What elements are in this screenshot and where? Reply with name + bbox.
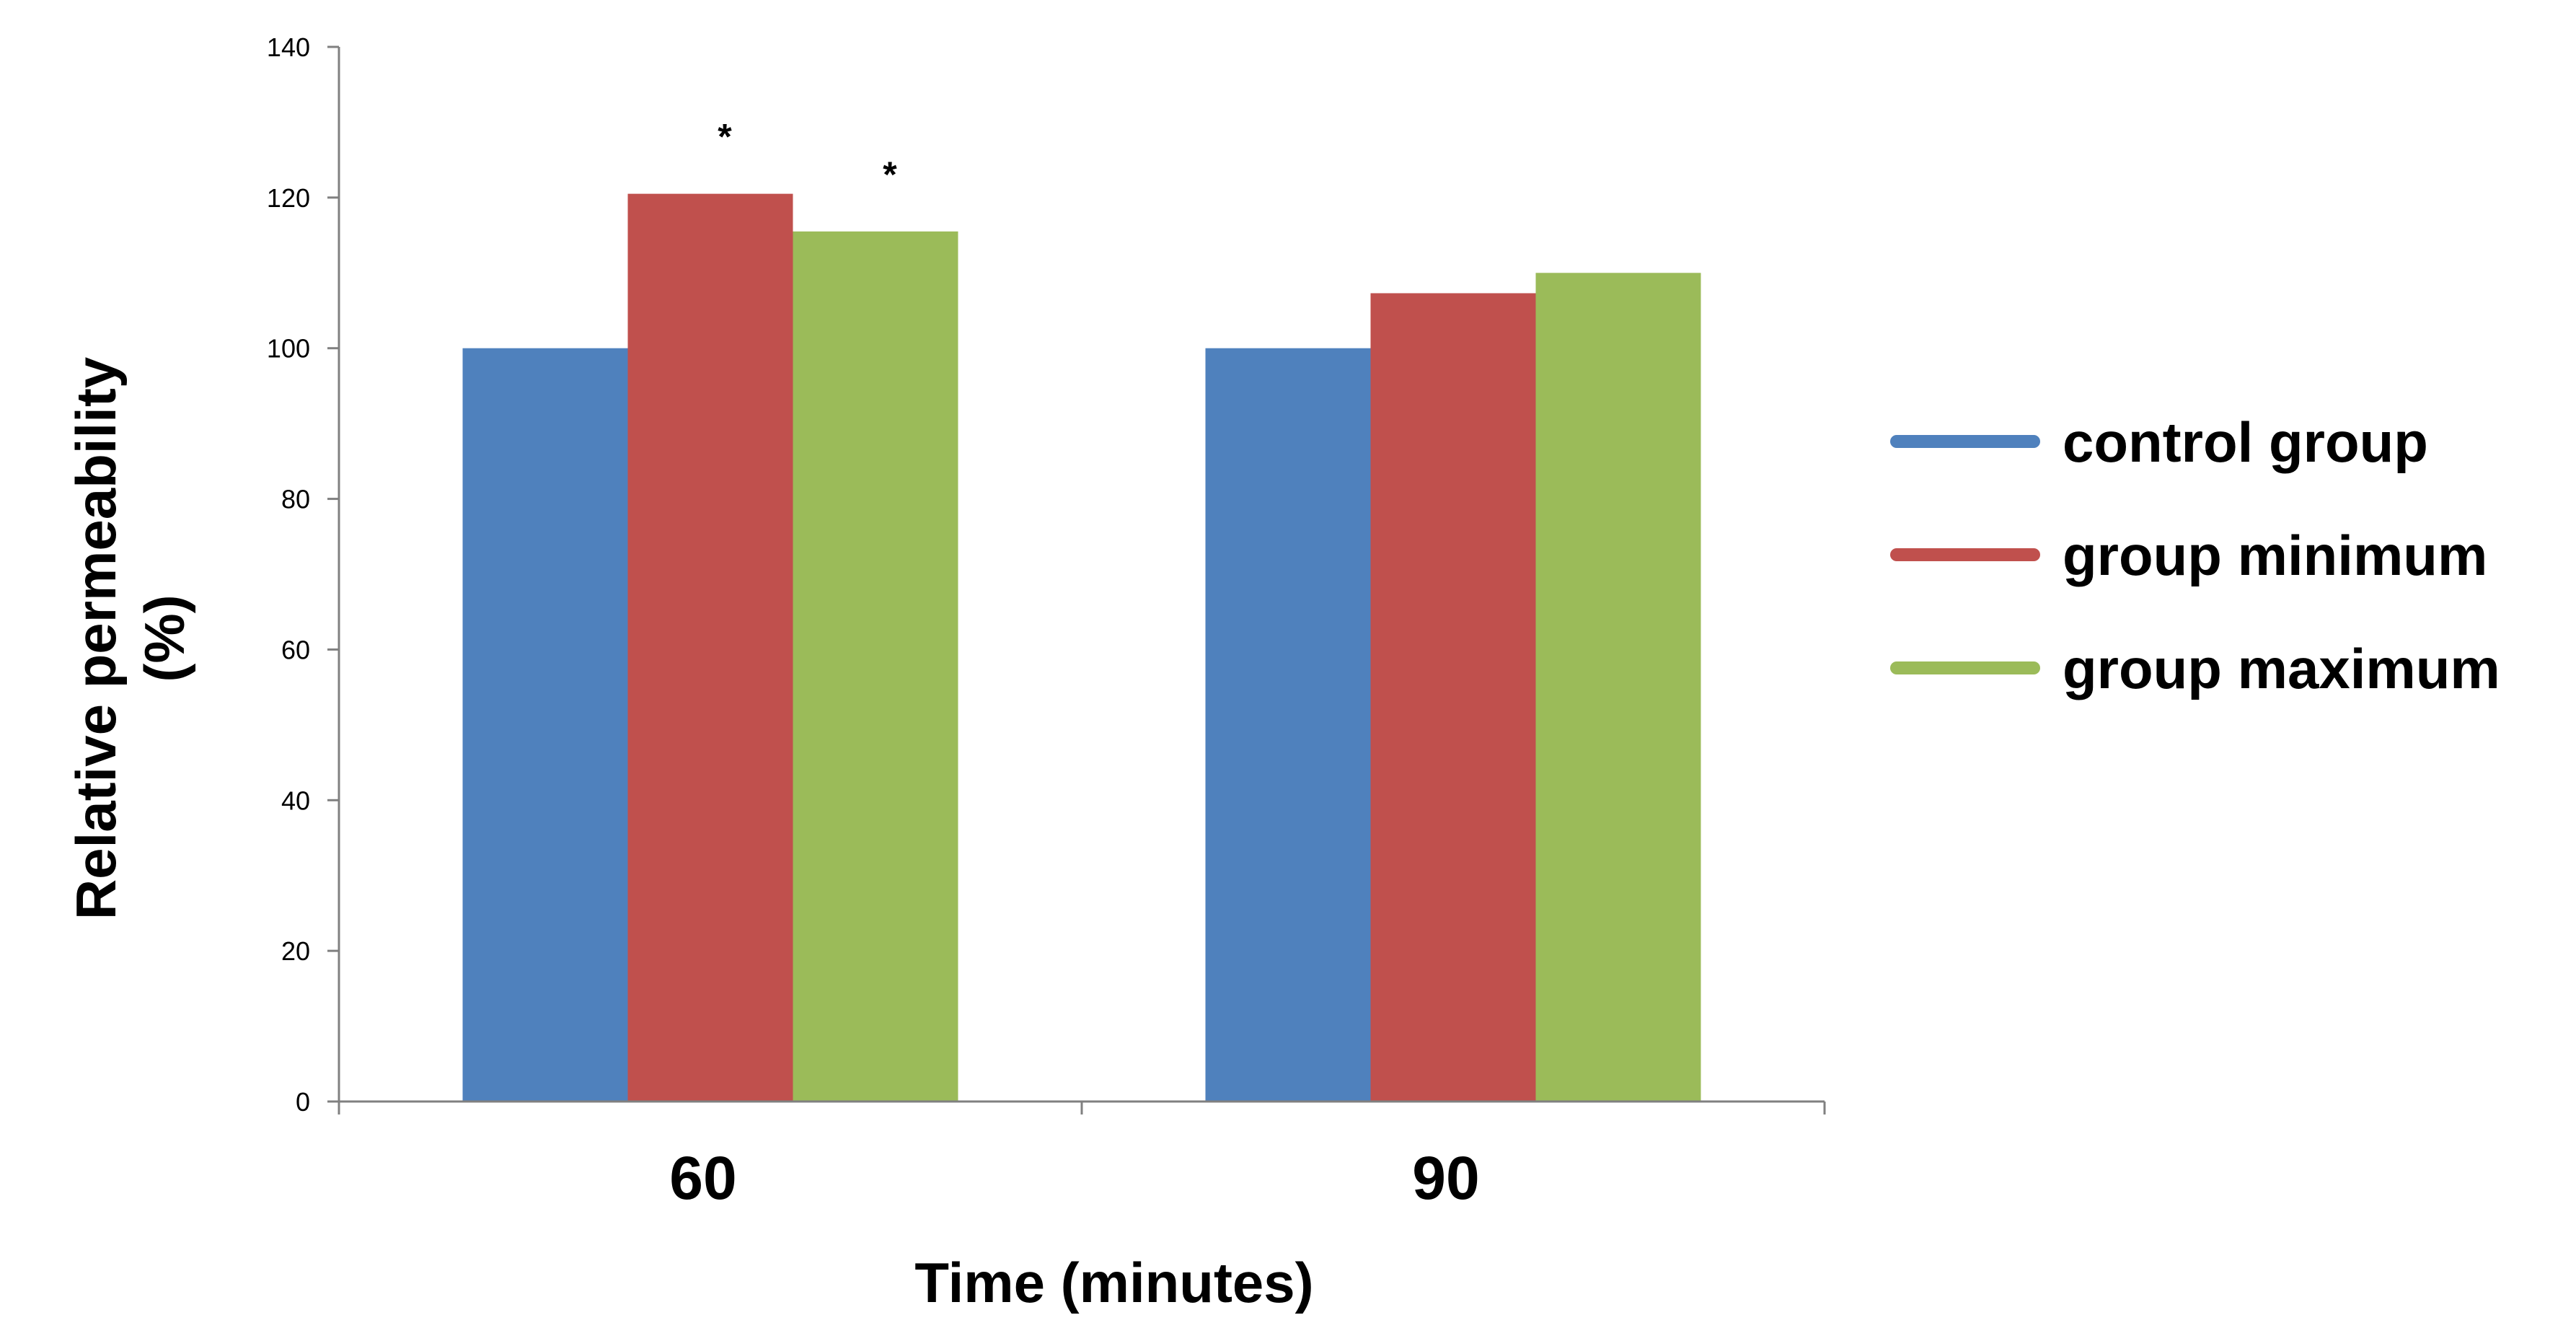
x-axis-title: Time (minutes) xyxy=(914,1251,1313,1314)
y-axis-title-line-1: Relative permeability xyxy=(64,357,128,920)
y-axis-title: Relative permeability (%) xyxy=(64,357,196,920)
y-tick-label: 0 xyxy=(296,1087,310,1117)
bar-group-maximum-60 xyxy=(793,231,958,1102)
y-tick-label: 20 xyxy=(281,936,310,966)
x-category-label: 90 xyxy=(1412,1144,1479,1212)
legend: control group group minimum group maximum xyxy=(1890,410,2500,700)
bars xyxy=(462,193,1701,1102)
significance-marker: * xyxy=(718,117,732,157)
bar-group-minimum-90 xyxy=(1370,293,1536,1102)
bar-control-group-90 xyxy=(1205,348,1371,1102)
y-tick-label: 80 xyxy=(281,485,310,514)
y-tick-label: 140 xyxy=(267,32,310,62)
x-category-label: 60 xyxy=(669,1144,736,1212)
significance-marker: * xyxy=(883,154,897,195)
bar-control-group-60 xyxy=(462,348,628,1102)
bar-group-maximum-90 xyxy=(1535,273,1701,1102)
y-axis-ticks: 0 20 40 60 80 100 120 140 xyxy=(267,32,339,1117)
y-tick-label: 60 xyxy=(281,635,310,664)
y-tick-label: 120 xyxy=(267,183,310,213)
y-tick-label: 100 xyxy=(267,334,310,364)
legend-entry-label: group maximum xyxy=(2063,637,2500,700)
axes xyxy=(338,47,1826,1114)
annotations: ** xyxy=(718,117,897,195)
legend-entry-label: group minimum xyxy=(2063,524,2487,587)
category-labels: 60 90 xyxy=(669,1144,1479,1212)
y-tick-label: 40 xyxy=(281,786,310,815)
bar-group-minimum-60 xyxy=(627,193,793,1102)
y-axis-title-line-2: (%) xyxy=(133,594,196,682)
legend-entry-label: control group xyxy=(2063,410,2428,474)
